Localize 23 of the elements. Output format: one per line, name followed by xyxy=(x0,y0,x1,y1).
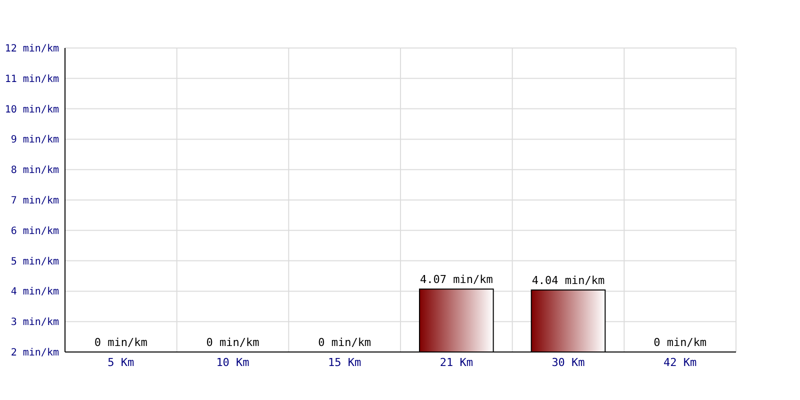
text: 0 min/km xyxy=(94,336,148,349)
text: 0 min/km xyxy=(206,336,260,349)
y-tick-label: 2 min/km xyxy=(10,348,59,358)
x-tick-label: 30 Km xyxy=(552,356,586,369)
y-tick-label: 7 min/km xyxy=(10,196,59,206)
y-tick-label: 6 min/km xyxy=(10,226,59,237)
y-tick-label: 8 min/km xyxy=(10,165,59,176)
text: 0 min/km xyxy=(318,336,372,349)
y-tick-label: 3 min/km xyxy=(10,317,59,328)
x-tick-label: 21 Km xyxy=(440,356,474,369)
text: 0 min/km xyxy=(654,336,707,349)
y-tick-label: 9 min/km xyxy=(10,134,59,146)
data-label: 4.07 min/km xyxy=(420,273,494,286)
y-tick-label: 5 min/km xyxy=(10,256,59,268)
data-label: 4.04 min/km xyxy=(532,274,606,287)
y-tick-label: 10 min/km xyxy=(4,104,59,116)
x-tick-label: 42 Km xyxy=(664,356,698,369)
y-tick-label: 11 min/km xyxy=(4,74,59,85)
x-tick-label: 15 Km xyxy=(328,356,362,369)
y-tick-label: 4 min/km xyxy=(10,286,59,298)
x-tick-label: 5 Km xyxy=(108,356,135,369)
x-tick-label: 10 Km xyxy=(216,356,250,369)
y-tick-label: 12 min/km xyxy=(4,44,59,54)
